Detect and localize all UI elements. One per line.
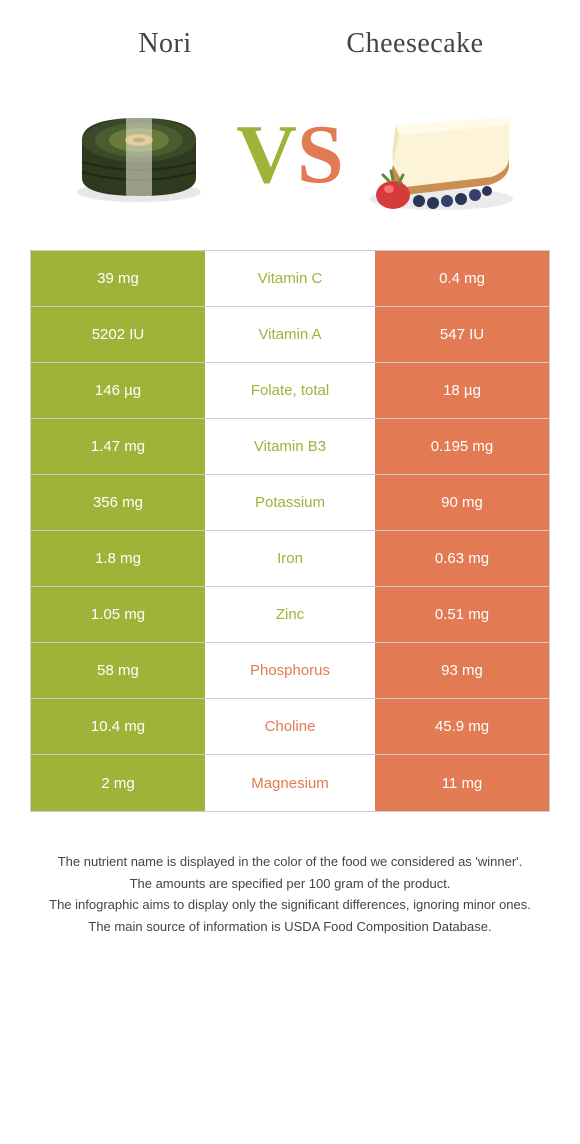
cell-right-value: 93 mg [375, 643, 549, 698]
table-row: 1.05 mgZinc0.51 mg [31, 587, 549, 643]
nori-image [54, 90, 224, 220]
footnote-line: The main source of information is USDA F… [30, 917, 550, 937]
vs-v: V [236, 113, 297, 197]
title-right: Cheesecake [290, 28, 540, 60]
cell-right-value: 0.195 mg [375, 419, 549, 474]
cell-nutrient-label: Choline [205, 699, 375, 754]
cell-left-value: 2 mg [31, 755, 205, 811]
cell-nutrient-label: Potassium [205, 475, 375, 530]
cell-left-value: 1.47 mg [31, 419, 205, 474]
cell-left-value: 58 mg [31, 643, 205, 698]
cell-nutrient-label: Iron [205, 531, 375, 586]
cell-nutrient-label: Vitamin A [205, 307, 375, 362]
cell-right-value: 11 mg [375, 755, 549, 811]
footnotes: The nutrient name is displayed in the co… [30, 852, 550, 936]
table-row: 1.8 mgIron0.63 mg [31, 531, 549, 587]
table-row: 58 mgPhosphorus93 mg [31, 643, 549, 699]
cell-left-value: 356 mg [31, 475, 205, 530]
cell-left-value: 1.8 mg [31, 531, 205, 586]
cell-right-value: 18 µg [375, 363, 549, 418]
cell-nutrient-label: Vitamin B3 [205, 419, 375, 474]
footnote-line: The amounts are specified per 100 gram o… [30, 874, 550, 894]
table-row: 146 µgFolate, total18 µg [31, 363, 549, 419]
vs-label: VS [224, 113, 355, 197]
footnote-line: The nutrient name is displayed in the co… [30, 852, 550, 872]
cell-right-value: 45.9 mg [375, 699, 549, 754]
cell-right-value: 547 IU [375, 307, 549, 362]
cell-left-value: 10.4 mg [31, 699, 205, 754]
cell-right-value: 90 mg [375, 475, 549, 530]
cell-right-value: 0.51 mg [375, 587, 549, 642]
cell-left-value: 146 µg [31, 363, 205, 418]
cell-right-value: 0.63 mg [375, 531, 549, 586]
cell-nutrient-label: Folate, total [205, 363, 375, 418]
hero-row: VS [0, 80, 580, 250]
cell-nutrient-label: Phosphorus [205, 643, 375, 698]
cell-nutrient-label: Zinc [205, 587, 375, 642]
table-row: 1.47 mgVitamin B30.195 mg [31, 419, 549, 475]
table-row: 10.4 mgCholine45.9 mg [31, 699, 549, 755]
cell-nutrient-label: Vitamin C [205, 251, 375, 306]
comparison-table: 39 mgVitamin C0.4 mg5202 IUVitamin A547 … [30, 250, 550, 812]
vs-s: S [297, 113, 344, 197]
cell-left-value: 1.05 mg [31, 587, 205, 642]
nori-icon [64, 100, 214, 210]
table-row: 2 mgMagnesium11 mg [31, 755, 549, 811]
cell-right-value: 0.4 mg [375, 251, 549, 306]
cell-nutrient-label: Magnesium [205, 755, 375, 811]
title-left: Nori [40, 28, 290, 60]
cheesecake-image [356, 90, 526, 220]
table-row: 5202 IUVitamin A547 IU [31, 307, 549, 363]
table-row: 356 mgPotassium90 mg [31, 475, 549, 531]
footnote-line: The infographic aims to display only the… [30, 895, 550, 915]
table-row: 39 mgVitamin C0.4 mg [31, 251, 549, 307]
cheesecake-icon [361, 95, 521, 215]
cell-left-value: 5202 IU [31, 307, 205, 362]
header: Nori Cheesecake [0, 0, 580, 80]
cell-left-value: 39 mg [31, 251, 205, 306]
